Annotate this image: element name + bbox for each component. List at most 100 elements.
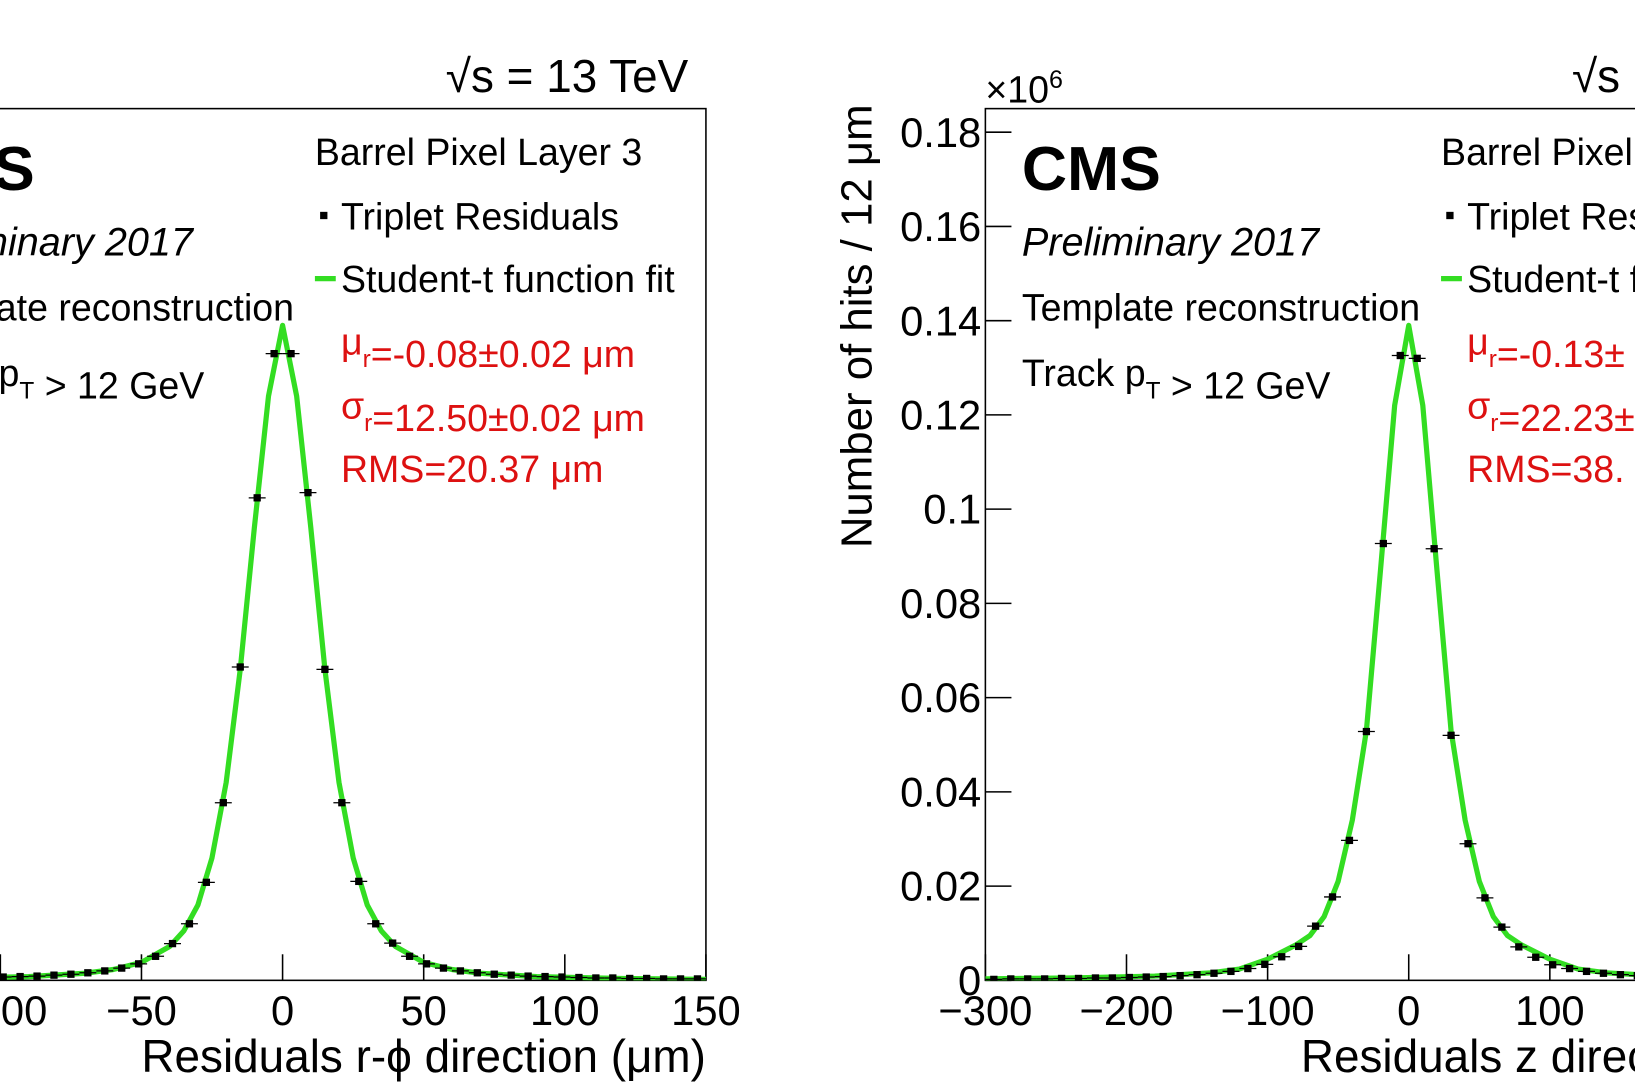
data-point	[50, 971, 58, 979]
x-tick-label: 50	[401, 987, 447, 1034]
data-point	[287, 349, 295, 358]
y-tick-label: 0.06	[900, 674, 981, 721]
energy-label: √s = 13 TeV	[446, 50, 689, 102]
legend-label: Student-t function fit	[341, 258, 675, 300]
data-point	[1125, 973, 1133, 981]
fit-stat-part: =22.23±	[1498, 397, 1634, 439]
annotation-part: T	[19, 377, 34, 404]
energy-label: √s = 13 TeV	[1572, 50, 1635, 102]
fit-stat-part: RMS=38.	[1467, 448, 1624, 490]
data-point	[490, 970, 498, 978]
fit-stat: σr=22.23±	[1467, 384, 1635, 439]
data-point	[1447, 731, 1455, 739]
data-point	[1007, 975, 1015, 981]
annotation-part: Template reconstruction	[1022, 286, 1420, 328]
x-tick-label: 100	[1515, 987, 1585, 1034]
legend-label: Triplet Residuals	[341, 196, 619, 238]
data-point	[1413, 354, 1421, 363]
data-point	[151, 952, 160, 960]
annotation: Template reconstruction	[1022, 286, 1420, 328]
data-point	[1227, 967, 1235, 976]
data-point	[0, 973, 7, 981]
fit-stat-part: r	[364, 410, 372, 437]
data-point	[101, 967, 109, 975]
data-point	[219, 799, 227, 807]
x-tick-label: −300	[938, 987, 1032, 1034]
data-point	[1142, 973, 1150, 981]
data-point	[1108, 974, 1117, 981]
data-point	[990, 975, 998, 981]
data-point	[693, 975, 702, 981]
fit-stat-part: =-0.08±0.02 μm	[371, 333, 635, 375]
annotation-part: > 12 GeV	[34, 364, 204, 406]
data-point	[1396, 351, 1404, 360]
data-point	[1616, 971, 1625, 979]
x-tick-label: 150	[671, 987, 741, 1034]
fit-stat-part: =-0.13±	[1497, 333, 1625, 375]
y-tick-label: 0.14	[900, 297, 981, 344]
x-axis-label: Residuals z direction (μm)	[1301, 1030, 1635, 1082]
fit-stat-part: μ	[1467, 321, 1489, 363]
data-point	[643, 974, 651, 981]
data-point	[659, 975, 668, 981]
fit-stat-part: σ	[341, 384, 364, 426]
fit-line	[985, 322, 1635, 981]
data-point	[1549, 961, 1557, 969]
data-point	[168, 939, 177, 948]
data-point	[389, 939, 397, 947]
legend-title: Barrel Pixel Layer 3	[1441, 131, 1635, 173]
data-point	[1633, 971, 1635, 980]
data-point	[1430, 545, 1438, 553]
data-point	[1464, 840, 1472, 848]
plot-area	[0, 322, 706, 981]
data-point	[456, 967, 465, 975]
cms-logo: CMS	[0, 134, 35, 204]
fit-stat: σr=12.50±0.02 μm	[341, 384, 645, 439]
data-point	[338, 799, 346, 807]
y-multiplier: ×106	[985, 66, 1063, 111]
data-point	[405, 952, 414, 960]
y-tick-label: 0.1	[923, 486, 981, 533]
data-point	[355, 877, 363, 886]
annotation-part: Template reconstruction	[0, 286, 294, 328]
data-point	[236, 663, 244, 671]
x-tick-label: 100	[530, 987, 600, 1034]
x-axis-label: Residuals r-ϕ direction (μm)	[141, 1030, 706, 1082]
annotation: Track pT > 12 GeV	[0, 352, 204, 407]
annotation-part: > 12 GeV	[1160, 364, 1330, 406]
data-point	[1057, 974, 1066, 981]
y-tick-label: 0.16	[900, 203, 981, 250]
data-point	[1498, 923, 1506, 931]
data-point	[676, 975, 685, 981]
fit-stat-part: σ	[1467, 384, 1490, 426]
legend-title: Barrel Pixel Layer 3	[315, 131, 642, 173]
fit-stat-part: =12.50±0.02 μm	[372, 397, 645, 439]
data-point	[1311, 922, 1320, 930]
data-point	[253, 494, 261, 502]
legend-marker	[320, 211, 328, 220]
data-point	[626, 974, 634, 981]
data-point	[1295, 942, 1303, 951]
x-tick-label: −100	[0, 987, 47, 1034]
data-point	[1328, 893, 1337, 901]
fit-stat: RMS=38.	[1467, 448, 1624, 490]
fit-stat: μr=-0.08±0.02 μm	[341, 321, 635, 376]
data-point	[1481, 894, 1489, 902]
legend-marker	[1446, 211, 1454, 220]
data-point	[1091, 974, 1100, 981]
data-point	[33, 972, 41, 980]
annotation-part: Track p	[1022, 352, 1146, 394]
data-point	[185, 920, 194, 928]
fit-line	[0, 322, 706, 981]
fit-stat-part: r	[363, 346, 371, 373]
x-tick-label: −50	[106, 987, 177, 1034]
data-point	[1565, 964, 1574, 973]
legend-label: Triplet Residuals	[1467, 196, 1635, 238]
y-tick-label: 0.08	[900, 580, 981, 627]
data-point	[1040, 975, 1049, 981]
data-point	[507, 971, 515, 979]
y-tick-label: 0.04	[900, 768, 981, 815]
data-point	[422, 960, 431, 968]
